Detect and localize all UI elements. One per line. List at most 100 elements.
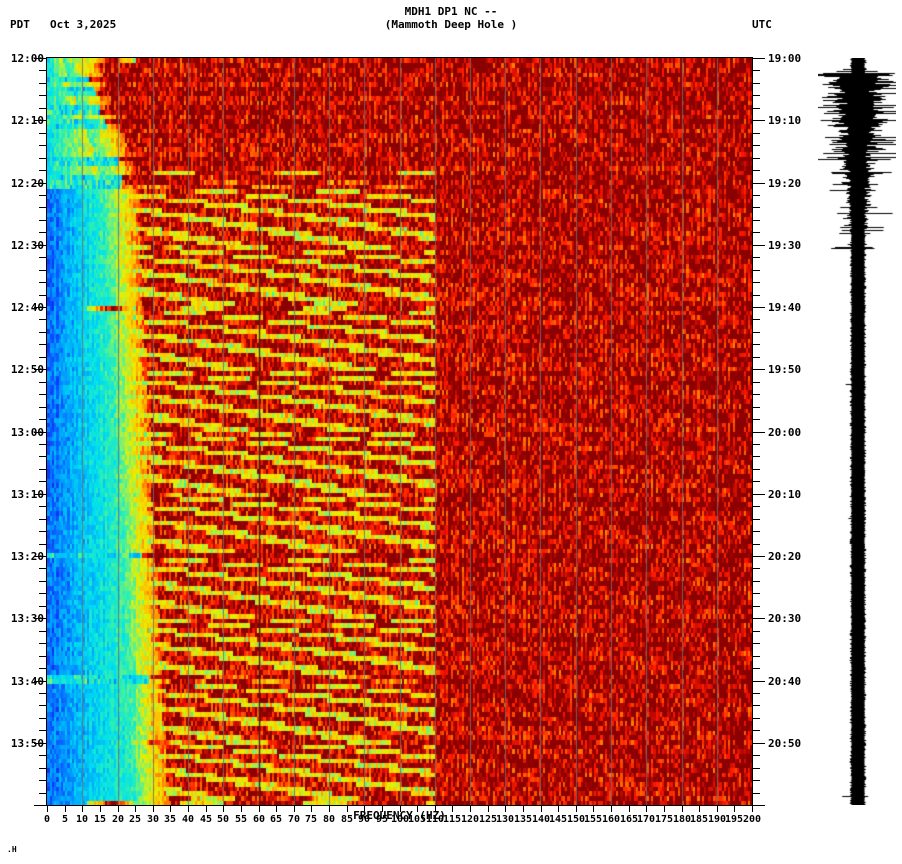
- x-axis-tick-label: 0: [43, 814, 51, 825]
- y-tick-major-right: [753, 432, 765, 433]
- y-tick-minor-right: [753, 257, 760, 258]
- y-tick-minor-left: [39, 730, 46, 731]
- x-axis-tick-label: 150: [566, 814, 586, 825]
- x-tick: [488, 806, 489, 812]
- y-tick-minor-left: [39, 506, 46, 507]
- x-tick: [699, 806, 700, 812]
- y-axis-left-line: [46, 58, 47, 805]
- y-axis-left-tick-label: 13:20: [10, 550, 44, 563]
- y-tick-major-right: [753, 618, 765, 619]
- y-tick-minor-left: [39, 257, 46, 258]
- y-axis-left-tick-label: 12:50: [10, 363, 44, 376]
- x-tick: [118, 806, 119, 812]
- x-tick: [259, 806, 260, 812]
- x-axis-tick-label: 15: [93, 814, 107, 825]
- y-tick-major-right: [753, 743, 765, 744]
- y-tick-minor-right: [753, 232, 760, 233]
- y-tick-minor-right: [753, 568, 760, 569]
- y-tick-major-left: [34, 743, 46, 744]
- y-tick-major-left: [34, 245, 46, 246]
- y-tick-minor-left: [39, 780, 46, 781]
- x-axis-tick-label: 75: [304, 814, 318, 825]
- y-tick-minor-left: [39, 207, 46, 208]
- x-axis-tick-label: 90: [357, 814, 371, 825]
- y-axis-right-line: [752, 58, 753, 805]
- y-tick-minor-right: [753, 643, 760, 644]
- y-tick-minor-right: [753, 469, 760, 470]
- x-axis-tick-label: 30: [146, 814, 160, 825]
- y-tick-minor-left: [39, 531, 46, 532]
- y-tick-major-left: [34, 556, 46, 557]
- y-tick-minor-right: [753, 581, 760, 582]
- y-tick-minor-left: [39, 344, 46, 345]
- y-tick-minor-right: [753, 83, 760, 84]
- spectrogram-canvas: [47, 58, 752, 805]
- y-tick-major-right: [753, 307, 765, 308]
- y-tick-minor-left: [39, 145, 46, 146]
- y-tick-minor-left: [39, 581, 46, 582]
- y-tick-major-left: [34, 432, 46, 433]
- y-tick-minor-right: [753, 631, 760, 632]
- x-tick: [629, 806, 630, 812]
- y-tick-major-left: [34, 183, 46, 184]
- x-axis-tick-label: 80: [322, 814, 336, 825]
- x-tick: [170, 806, 171, 812]
- y-tick-major-right: [753, 556, 765, 557]
- y-tick-minor-right: [753, 145, 760, 146]
- x-axis-title: FREQUENCY (HZ): [353, 809, 446, 822]
- y-tick-minor-left: [39, 606, 46, 607]
- x-tick: [558, 806, 559, 812]
- y-axis-left-tick-label: 12:10: [10, 114, 44, 127]
- y-tick-minor-left: [39, 656, 46, 657]
- y-tick-minor-left: [39, 469, 46, 470]
- y-axis-left-tick-label: 13:30: [10, 612, 44, 625]
- x-tick: [541, 806, 542, 812]
- y-axis-left-tick-label: 12:20: [10, 177, 44, 190]
- x-tick: [100, 806, 101, 812]
- y-tick-minor-right: [753, 730, 760, 731]
- y-axis-left-tick-label: 12:00: [10, 52, 44, 65]
- x-tick: [505, 806, 506, 812]
- y-tick-minor-right: [753, 332, 760, 333]
- y-axis-left-tick-label: 13:40: [10, 675, 44, 688]
- x-axis-tick-label: 185: [689, 814, 709, 825]
- y-tick-minor-left: [39, 295, 46, 296]
- y-tick-minor-right: [753, 108, 760, 109]
- x-tick: [664, 806, 665, 812]
- y-tick-minor-right: [753, 295, 760, 296]
- y-tick-minor-right: [753, 481, 760, 482]
- timezone-right-label: UTC: [752, 18, 772, 31]
- y-tick-minor-left: [39, 70, 46, 71]
- x-tick: [435, 806, 436, 812]
- y-tick-minor-left: [39, 755, 46, 756]
- y-axis-right-tick-label: 20:30: [768, 612, 802, 625]
- x-tick: [65, 806, 66, 812]
- y-tick-minor-right: [753, 793, 760, 794]
- y-tick-minor-right: [753, 70, 760, 71]
- y-tick-minor-right: [753, 282, 760, 283]
- x-axis-tick-label: 70: [287, 814, 301, 825]
- y-tick-major-right: [753, 58, 765, 59]
- x-tick: [311, 806, 312, 812]
- x-axis-top-line: [46, 57, 753, 58]
- y-tick-minor-left: [39, 282, 46, 283]
- x-axis-tick-label: 5: [61, 814, 69, 825]
- x-tick: [135, 806, 136, 812]
- y-tick-minor-left: [39, 668, 46, 669]
- y-tick-minor-left: [39, 394, 46, 395]
- y-tick-minor-right: [753, 357, 760, 358]
- x-axis-tick-label: 85: [340, 814, 354, 825]
- y-tick-major-left: [34, 307, 46, 308]
- x-axis-tick-label: 105: [407, 814, 427, 825]
- y-tick-major-right: [753, 245, 765, 246]
- y-tick-minor-left: [39, 232, 46, 233]
- x-tick: [470, 806, 471, 812]
- x-axis-tick-label: 175: [654, 814, 674, 825]
- x-axis-tick-label: 160: [601, 814, 621, 825]
- y-tick-minor-left: [39, 718, 46, 719]
- x-tick: [576, 806, 577, 812]
- x-axis-tick-label: 45: [199, 814, 213, 825]
- y-axis-right-tick-label: 20:40: [768, 675, 802, 688]
- x-axis-tick-label: 25: [128, 814, 142, 825]
- y-tick-minor-left: [39, 270, 46, 271]
